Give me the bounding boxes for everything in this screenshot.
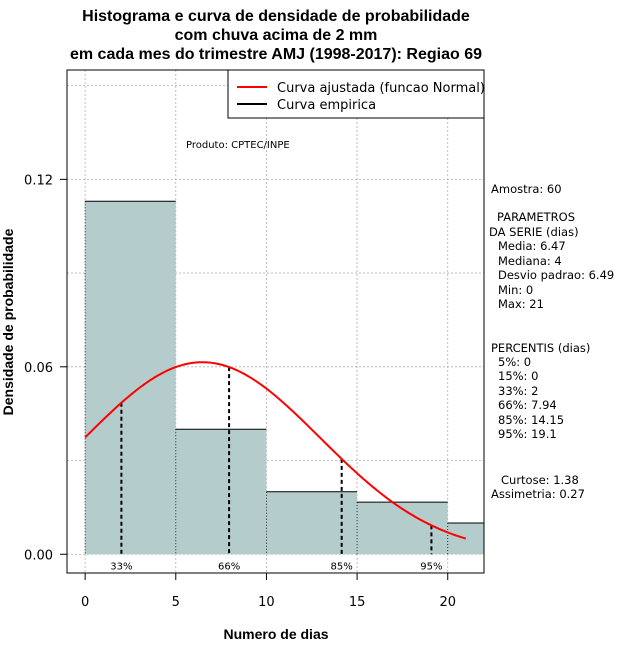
- percentis-title: PERCENTIS (dias): [491, 341, 590, 355]
- y-tick-label: 0.12: [24, 173, 53, 188]
- y-tick-label: 0.00: [24, 548, 53, 563]
- x-tick-label: 20: [439, 595, 456, 610]
- legend: Curva ajustada (funcao Normal) Curva emp…: [227, 69, 485, 119]
- legend-label-empirical: Curva empirica: [277, 98, 376, 113]
- histogram-bar: [175, 429, 267, 555]
- percentile-marker-label: 95%: [420, 561, 442, 572]
- product-annotation: Produto: CPTEC/INPE: [186, 140, 290, 151]
- params-title-2: DA SERIE (dias): [489, 225, 579, 239]
- percentile-markers: 33% 66% 85% 95%: [110, 367, 443, 572]
- x-tick-label: 5: [172, 595, 180, 610]
- percentile-marker-label: 33%: [110, 561, 132, 572]
- histogram-bar: [85, 201, 176, 555]
- pct-95: 95%: 19.1: [498, 427, 557, 441]
- stat-desvio: Desvio padrao: 6.49: [498, 268, 614, 282]
- pct-15: 15%: 0: [498, 369, 538, 383]
- y-axis-label: Densidade de probabilidade: [0, 228, 16, 415]
- histogram-bar: [266, 491, 358, 555]
- histogram-bar: [357, 502, 448, 555]
- params-title-1: PARAMETROS: [497, 210, 575, 224]
- chart-title-line-1: Histograma e curva de densidade de proba…: [82, 8, 470, 25]
- statistics-panel: Amostra: 60 PARAMETROS DA SERIE (dias) M…: [489, 182, 614, 501]
- histogram-bar: [447, 523, 484, 555]
- pct-85: 85%: 14.15: [498, 413, 564, 427]
- stat-min: Min: 0: [498, 283, 533, 297]
- stat-curtose: Curtose: 1.38: [501, 473, 579, 487]
- histogram-bars: [84, 200, 484, 555]
- percentile-marker-label: 85%: [331, 561, 353, 572]
- x-tick-label: 10: [258, 595, 275, 610]
- stat-media: Media: 6.47: [498, 239, 566, 253]
- pct-5: 5%: 0: [498, 355, 531, 369]
- stat-max: Max: 21: [498, 297, 544, 311]
- x-axis-label: Numero de dias: [223, 626, 328, 642]
- legend-label-normal: Curva ajustada (funcao Normal): [277, 81, 485, 96]
- normal-curve: [84, 361, 467, 540]
- percentile-marker-label: 66%: [218, 561, 240, 572]
- stat-mediana: Mediana: 4: [498, 254, 562, 268]
- pct-66: 66%: 7.94: [498, 398, 557, 412]
- axes: 0 5 10 15 20 0.00 0.06 0.12: [24, 173, 456, 610]
- x-tick-label: 0: [81, 595, 89, 610]
- pct-33: 33%: 2: [498, 384, 538, 398]
- sample-size: Amostra: 60: [491, 182, 562, 196]
- chart-title-line-2: com chuva acima de 2 mm: [175, 27, 378, 44]
- x-tick-label: 15: [349, 595, 366, 610]
- normal-curve-layer: [84, 361, 467, 540]
- legend-box: [227, 69, 485, 119]
- stat-assimetria: Assimetria: 0.27: [491, 487, 585, 501]
- y-tick-label: 0.06: [24, 361, 53, 376]
- chart-title-line-3: em cada mes do trimestre AMJ (1998-2017)…: [70, 46, 482, 63]
